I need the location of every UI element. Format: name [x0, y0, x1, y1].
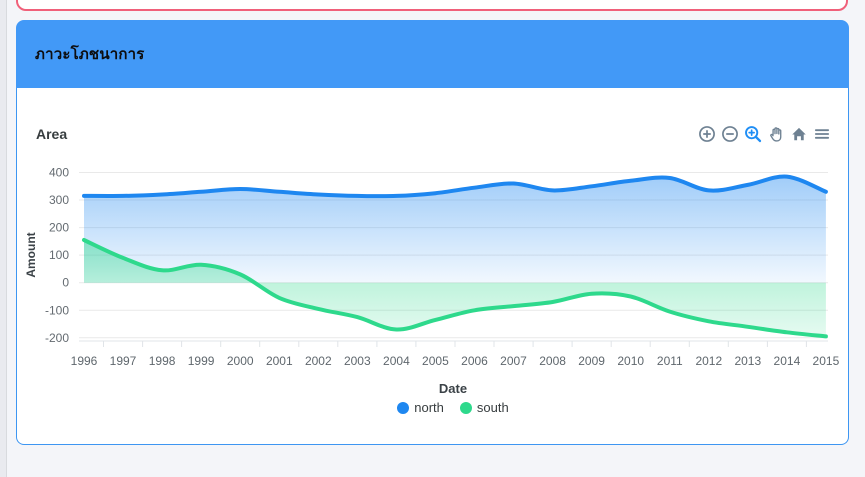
- nutrition-panel: ภาวะโภชนาการ 400 300 200 100 0 -100 -200 1996 19…: [16, 20, 849, 445]
- x-tick-label: 2000: [227, 354, 254, 368]
- panel-header: ภาวะโภชนาการ: [16, 20, 849, 88]
- x-tick-label: 2006: [461, 354, 488, 368]
- area-fill-north: [84, 176, 826, 283]
- x-axis-title: Date: [438, 381, 468, 396]
- x-tick-label: 2012: [695, 354, 722, 368]
- page-left-edge: [0, 0, 7, 477]
- panel-title: ภาวะโภชนาการ: [35, 46, 145, 63]
- x-tick-label: 2002: [305, 354, 332, 368]
- x-tick-label: 2001: [266, 354, 293, 368]
- area-fill-south: [84, 240, 826, 337]
- menu-icon[interactable]: [812, 124, 831, 143]
- x-tick-label: 2007: [500, 354, 527, 368]
- x-tick-label: 2008: [539, 354, 566, 368]
- x-tick-label: 2004: [383, 354, 410, 368]
- legend-label: north: [414, 400, 444, 415]
- legend-marker-north: [397, 401, 410, 414]
- selection-zoom-icon[interactable]: [743, 124, 762, 143]
- x-tick-label: 2011: [657, 354, 683, 368]
- x-tick-label: 2013: [734, 354, 761, 368]
- x-tick-label: 1999: [188, 354, 215, 368]
- y-tick-label: 0: [62, 276, 69, 290]
- legend-item-south[interactable]: south: [459, 400, 509, 415]
- y-tick-label: 400: [49, 166, 69, 180]
- x-tick-label: 2003: [344, 354, 371, 368]
- chart-toolbar: [697, 124, 831, 143]
- x-tick-label: 1997: [110, 354, 137, 368]
- y-tick-label: 300: [49, 193, 69, 207]
- legend-label: south: [476, 400, 509, 415]
- zoom-in-icon[interactable]: [697, 124, 716, 143]
- x-tick-label: 2009: [578, 354, 605, 368]
- y-tick-label: 200: [49, 221, 69, 235]
- legend-item-north[interactable]: north: [397, 400, 444, 415]
- x-tick-label: 2014: [774, 354, 801, 368]
- y-tick-label: -100: [45, 303, 69, 317]
- series-line-south: [82, 238, 828, 339]
- y-axis-title: Amount: [24, 232, 38, 278]
- series-line-north: [82, 174, 828, 199]
- home-icon[interactable]: [789, 124, 808, 143]
- legend-marker-south: [459, 401, 472, 414]
- x-tick-label: 1996: [71, 354, 98, 368]
- chart-legend: north south: [79, 400, 827, 415]
- zoom-out-icon[interactable]: [720, 124, 739, 143]
- y-tick-label: 100: [49, 248, 69, 262]
- x-tick-label: 2015: [813, 354, 840, 368]
- x-tick-label: 1998: [149, 354, 176, 368]
- previous-card-partial: [16, 0, 848, 11]
- x-tick-label: 2005: [422, 354, 449, 368]
- chart-title: Area: [36, 126, 68, 142]
- pan-icon[interactable]: [766, 124, 785, 143]
- x-tick-label: 2010: [617, 354, 644, 368]
- y-tick-label: -200: [45, 331, 69, 345]
- chart-card: 400 300 200 100 0 -100 -200 1996 1997 1998 1999 200…: [16, 88, 849, 445]
